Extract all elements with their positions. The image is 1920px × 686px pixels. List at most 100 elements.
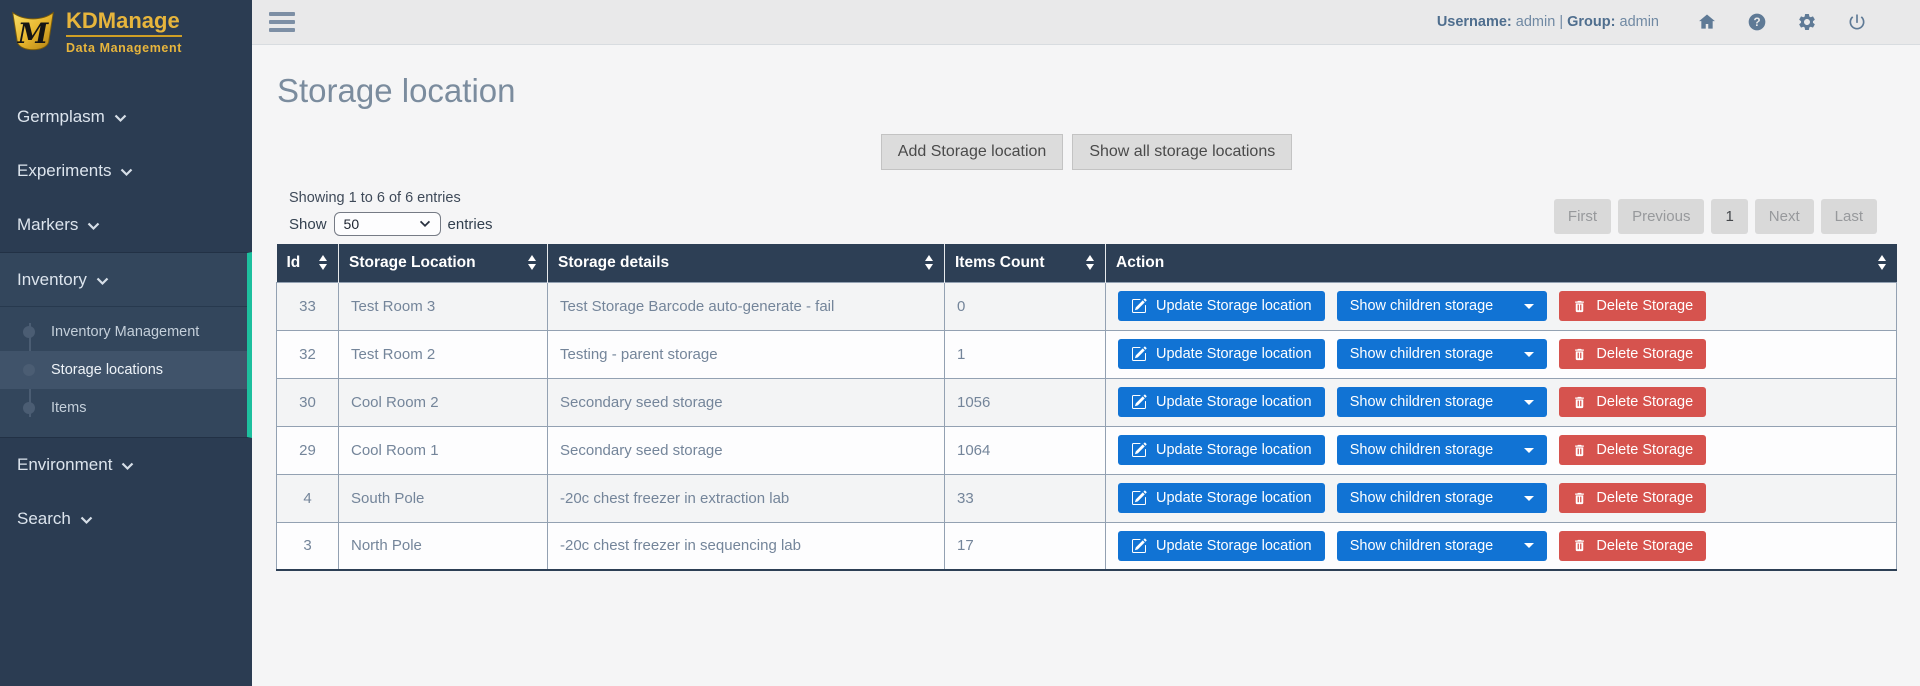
storage-locations-table: Id Storage Location Storage details Item… bbox=[276, 244, 1897, 571]
update-storage-location-button[interactable]: Update Storage location bbox=[1118, 339, 1325, 369]
sort-icon bbox=[319, 255, 327, 271]
sidebar-item-germplasm[interactable]: Germplasm bbox=[0, 90, 252, 144]
show-children-storage-button[interactable]: Show children storage bbox=[1336, 530, 1548, 561]
power-icon[interactable] bbox=[1847, 12, 1867, 32]
sidebar-item-environment[interactable]: Environment bbox=[0, 438, 252, 492]
pagination-previous-button[interactable]: Previous bbox=[1618, 199, 1705, 234]
pagination: First Previous 1 Next Last bbox=[1553, 199, 1877, 234]
bullet-icon bbox=[23, 326, 35, 338]
page-title: Storage location bbox=[277, 72, 516, 109]
show-label: Show bbox=[289, 215, 327, 233]
add-storage-location-button[interactable]: Add Storage location bbox=[880, 134, 1064, 170]
sidebar-item-search[interactable]: Search bbox=[0, 492, 252, 546]
cell-id: 30 bbox=[276, 377, 339, 427]
entries-summary: Showing 1 to 6 of 6 entries bbox=[289, 190, 461, 206]
cell-items-count: 1 bbox=[944, 329, 1106, 379]
cell-items-count: 1056 bbox=[944, 377, 1106, 427]
show-all-storage-locations-button[interactable]: Show all storage locations bbox=[1072, 134, 1293, 170]
table-row: 29 Cool Room 1 Secondary seed storage 10… bbox=[276, 425, 1897, 475]
caret-down-icon bbox=[1524, 399, 1535, 405]
home-icon[interactable] bbox=[1697, 12, 1717, 32]
update-storage-location-button[interactable]: Update Storage location bbox=[1118, 291, 1325, 321]
edit-icon bbox=[1132, 442, 1147, 457]
cell-items-count: 1064 bbox=[944, 425, 1106, 475]
caret-down-icon bbox=[1524, 543, 1535, 549]
trash-icon bbox=[1575, 540, 1585, 552]
cell-items-count: 33 bbox=[944, 473, 1106, 523]
page-size-value: 50 bbox=[343, 216, 360, 232]
trash-icon bbox=[1575, 396, 1585, 408]
edit-icon bbox=[1132, 394, 1147, 409]
delete-storage-button[interactable]: Delete Storage bbox=[1559, 387, 1707, 417]
pagination-first-button[interactable]: First bbox=[1553, 199, 1612, 234]
show-children-storage-button[interactable]: Show children storage bbox=[1336, 435, 1548, 465]
column-header-storage-details[interactable]: Storage details bbox=[547, 244, 945, 282]
cell-storage-location: Cool Room 1 bbox=[338, 425, 548, 475]
cell-storage-location: South Pole bbox=[338, 473, 548, 523]
cell-actions: Update Storage location Show children st… bbox=[1105, 281, 1897, 331]
column-header-items-count[interactable]: Items Count bbox=[944, 244, 1106, 282]
show-children-storage-button[interactable]: Show children storage bbox=[1336, 339, 1548, 369]
sidebar-item-items[interactable]: Items bbox=[0, 389, 247, 427]
sidebar-item-markers[interactable]: Markers bbox=[0, 198, 252, 252]
sidebar: M KDManage Data Management Germplasm Exp… bbox=[0, 0, 252, 686]
gear-icon[interactable] bbox=[1797, 12, 1817, 32]
menu-icon[interactable] bbox=[267, 6, 297, 38]
svg-text:M: M bbox=[17, 17, 50, 50]
sidebar-item-inventory-management[interactable]: Inventory Management bbox=[0, 313, 247, 351]
chevron-down-icon bbox=[122, 462, 134, 471]
chevron-down-icon bbox=[419, 220, 430, 228]
show-children-storage-button[interactable]: Show children storage bbox=[1336, 387, 1548, 417]
caret-down-icon bbox=[1524, 351, 1535, 357]
cell-actions: Update Storage location Show children st… bbox=[1105, 473, 1897, 523]
update-storage-location-button[interactable]: Update Storage location bbox=[1118, 387, 1325, 417]
table-row: 4 South Pole -20c chest freezer in extra… bbox=[276, 473, 1897, 523]
delete-storage-button[interactable]: Delete Storage bbox=[1559, 291, 1707, 321]
cell-id: 33 bbox=[276, 281, 339, 331]
delete-storage-button[interactable]: Delete Storage bbox=[1559, 530, 1707, 561]
cell-id: 3 bbox=[276, 521, 339, 571]
update-storage-location-button[interactable]: Update Storage location bbox=[1118, 435, 1325, 465]
chevron-down-icon bbox=[114, 114, 127, 123]
separator: | bbox=[1559, 14, 1564, 30]
show-children-storage-button[interactable]: Show children storage bbox=[1336, 291, 1548, 321]
page-size-select[interactable]: 50 bbox=[333, 212, 441, 236]
pagination-page-1-button[interactable]: 1 bbox=[1711, 199, 1748, 234]
update-storage-location-button[interactable]: Update Storage location bbox=[1118, 483, 1325, 513]
delete-storage-button[interactable]: Delete Storage bbox=[1559, 339, 1707, 369]
brand-logo-icon: M bbox=[12, 11, 54, 51]
column-header-id[interactable]: Id bbox=[276, 244, 339, 282]
cell-id: 4 bbox=[276, 473, 339, 523]
sidebar-item-storage-locations[interactable]: Storage locations bbox=[0, 351, 247, 389]
caret-down-icon bbox=[1524, 303, 1535, 309]
delete-storage-button[interactable]: Delete Storage bbox=[1559, 435, 1707, 465]
svg-text:?: ? bbox=[1753, 16, 1760, 29]
sidebar-item-experiments[interactable]: Experiments bbox=[0, 144, 252, 198]
column-header-storage-location[interactable]: Storage Location bbox=[338, 244, 548, 282]
sidebar-item-inventory[interactable]: Inventory bbox=[0, 253, 247, 307]
help-icon[interactable]: ? bbox=[1747, 12, 1767, 32]
delete-storage-button[interactable]: Delete Storage bbox=[1559, 483, 1707, 513]
show-children-storage-button[interactable]: Show children storage bbox=[1336, 483, 1548, 513]
cell-storage-details: Secondary seed storage bbox=[547, 425, 945, 475]
cell-storage-details: -20c chest freezer in sequencing lab bbox=[547, 521, 945, 571]
update-storage-location-button[interactable]: Update Storage location bbox=[1118, 530, 1325, 561]
sort-icon bbox=[925, 255, 933, 271]
sidebar-nav: Germplasm Experiments Markers Inventory bbox=[0, 64, 252, 546]
bullet-icon bbox=[23, 364, 35, 376]
column-header-action[interactable]: Action bbox=[1105, 244, 1897, 282]
user-area: Username: admin | Group: admin ? bbox=[1437, 12, 1867, 32]
inventory-submenu: Inventory Management Storage locations I… bbox=[0, 307, 247, 437]
brand[interactable]: M KDManage Data Management bbox=[0, 0, 252, 64]
table-row: 3 North Pole -20c chest freezer in seque… bbox=[276, 521, 1897, 571]
cell-storage-details: Testing - parent storage bbox=[547, 329, 945, 379]
cell-actions: Update Storage location Show children st… bbox=[1105, 425, 1897, 475]
table-header-row: Id Storage Location Storage details Item… bbox=[276, 244, 1897, 282]
cell-actions: Update Storage location Show children st… bbox=[1105, 377, 1897, 427]
cell-storage-details: Secondary seed storage bbox=[547, 377, 945, 427]
pagination-last-button[interactable]: Last bbox=[1820, 199, 1877, 234]
table-controls: Showing 1 to 6 of 6 entries Show 50 entr… bbox=[276, 190, 1897, 236]
pagination-next-button[interactable]: Next bbox=[1754, 199, 1814, 234]
username-value: admin bbox=[1515, 14, 1556, 30]
